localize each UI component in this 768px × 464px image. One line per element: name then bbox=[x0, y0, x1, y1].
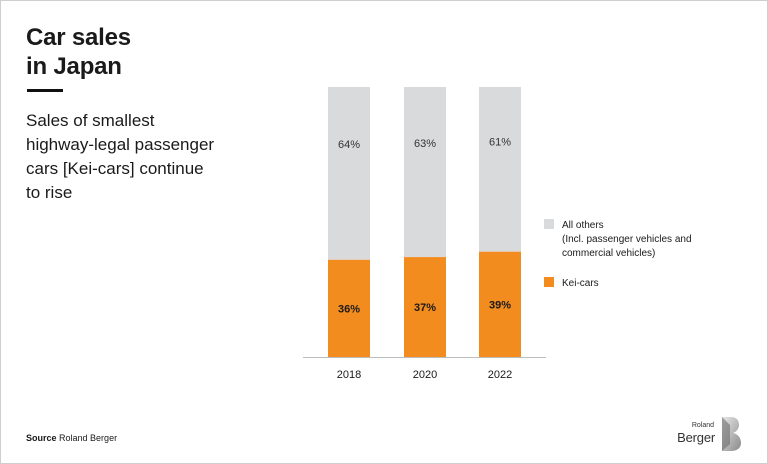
label-kei-cars-2022: 39% bbox=[489, 299, 511, 311]
bar-all-others-2020 bbox=[404, 87, 446, 258]
title-line-2: in Japan bbox=[26, 53, 122, 80]
x-tick-2022: 2022 bbox=[488, 369, 512, 381]
label-kei-cars-2020: 37% bbox=[414, 302, 436, 314]
bar-all-others-2018 bbox=[328, 87, 370, 260]
x-tick-2020: 2020 bbox=[413, 369, 437, 381]
title-line-1: Car sales bbox=[26, 24, 131, 51]
title-underline bbox=[27, 89, 63, 92]
label-all-others-2022: 61% bbox=[489, 136, 511, 148]
label-all-others-2018: 64% bbox=[338, 139, 360, 151]
subtitle: Sales of smallest highway-legal passenge… bbox=[26, 111, 215, 202]
bar-kei-cars-2018 bbox=[328, 259, 370, 357]
bar-kei-cars-2020 bbox=[404, 257, 446, 357]
legend-label-all-others-line-2: (Incl. passenger vehicles and bbox=[562, 234, 692, 245]
legend-label-all-others-line-3: commercial vehicles) bbox=[562, 248, 655, 259]
label-kei-cars-2018: 36% bbox=[338, 303, 360, 315]
logo-text-big: Berger bbox=[677, 430, 715, 445]
source-text: Roland Berger bbox=[59, 433, 118, 443]
page-title: Car sales in Japan bbox=[26, 23, 131, 81]
source-note: Source Roland Berger bbox=[26, 433, 117, 443]
logo-b-mark-icon bbox=[722, 417, 741, 451]
legend-swatch-kei-cars bbox=[544, 277, 554, 287]
bar-all-others-2022 bbox=[479, 87, 521, 252]
logo-text-small: Roland bbox=[691, 422, 714, 429]
legend-label-all-others-line-1: All others bbox=[562, 220, 604, 231]
legend-label-kei-cars-line-1: Kei-cars bbox=[562, 278, 599, 289]
roland-berger-logo: Roland Berger bbox=[671, 415, 746, 455]
label-all-others-2020: 63% bbox=[414, 138, 436, 150]
legend-swatch-all-others bbox=[544, 219, 554, 229]
source-label: Source bbox=[26, 433, 57, 443]
x-tick-2018: 2018 bbox=[337, 369, 361, 381]
bar-kei-cars-2022 bbox=[479, 251, 521, 357]
